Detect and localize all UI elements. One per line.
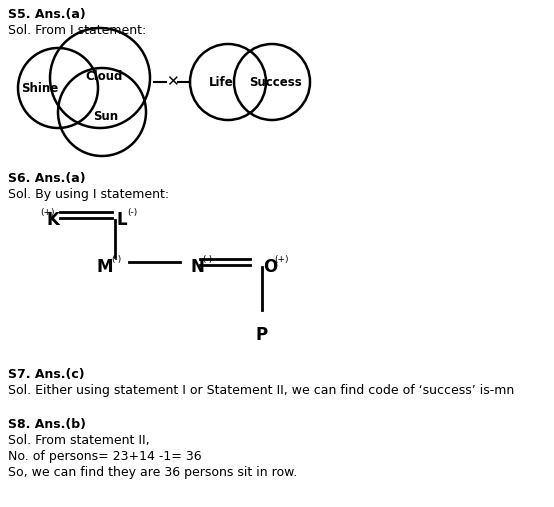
Text: (-): (-) bbox=[127, 208, 137, 217]
Text: P: P bbox=[256, 326, 268, 344]
Text: S8. Ans.(b): S8. Ans.(b) bbox=[8, 418, 86, 431]
Text: O: O bbox=[263, 258, 277, 276]
Text: S7. Ans.(c): S7. Ans.(c) bbox=[8, 368, 85, 381]
Text: ✕: ✕ bbox=[166, 75, 178, 90]
Text: (-): (-) bbox=[111, 255, 121, 264]
Text: N: N bbox=[191, 258, 205, 276]
Text: M: M bbox=[97, 258, 114, 276]
Text: Shine: Shine bbox=[22, 82, 59, 94]
Text: K: K bbox=[47, 211, 60, 229]
Text: Sol. From I statement:: Sol. From I statement: bbox=[8, 24, 146, 37]
Text: (-): (-) bbox=[202, 255, 212, 264]
Text: Sol. Either using statement I or Statement II, we can find code of ‘success’ is-: Sol. Either using statement I or Stateme… bbox=[8, 384, 514, 397]
Text: Success: Success bbox=[249, 76, 301, 89]
Text: Sol. By using I statement:: Sol. By using I statement: bbox=[8, 188, 169, 201]
Text: No. of persons= 23+14 -1= 36: No. of persons= 23+14 -1= 36 bbox=[8, 450, 202, 463]
Text: S5. Ans.(a): S5. Ans.(a) bbox=[8, 8, 86, 21]
Text: (+): (+) bbox=[40, 208, 54, 217]
Text: Sun: Sun bbox=[94, 110, 119, 123]
Text: So, we can find they are 36 persons sit in row.: So, we can find they are 36 persons sit … bbox=[8, 466, 297, 479]
Text: S6. Ans.(a): S6. Ans.(a) bbox=[8, 172, 86, 185]
Text: Life: Life bbox=[209, 76, 233, 89]
Text: (+): (+) bbox=[274, 255, 289, 264]
Text: Cloud: Cloud bbox=[85, 69, 122, 83]
Text: L: L bbox=[117, 211, 127, 229]
Text: Sol. From statement II,: Sol. From statement II, bbox=[8, 434, 150, 447]
